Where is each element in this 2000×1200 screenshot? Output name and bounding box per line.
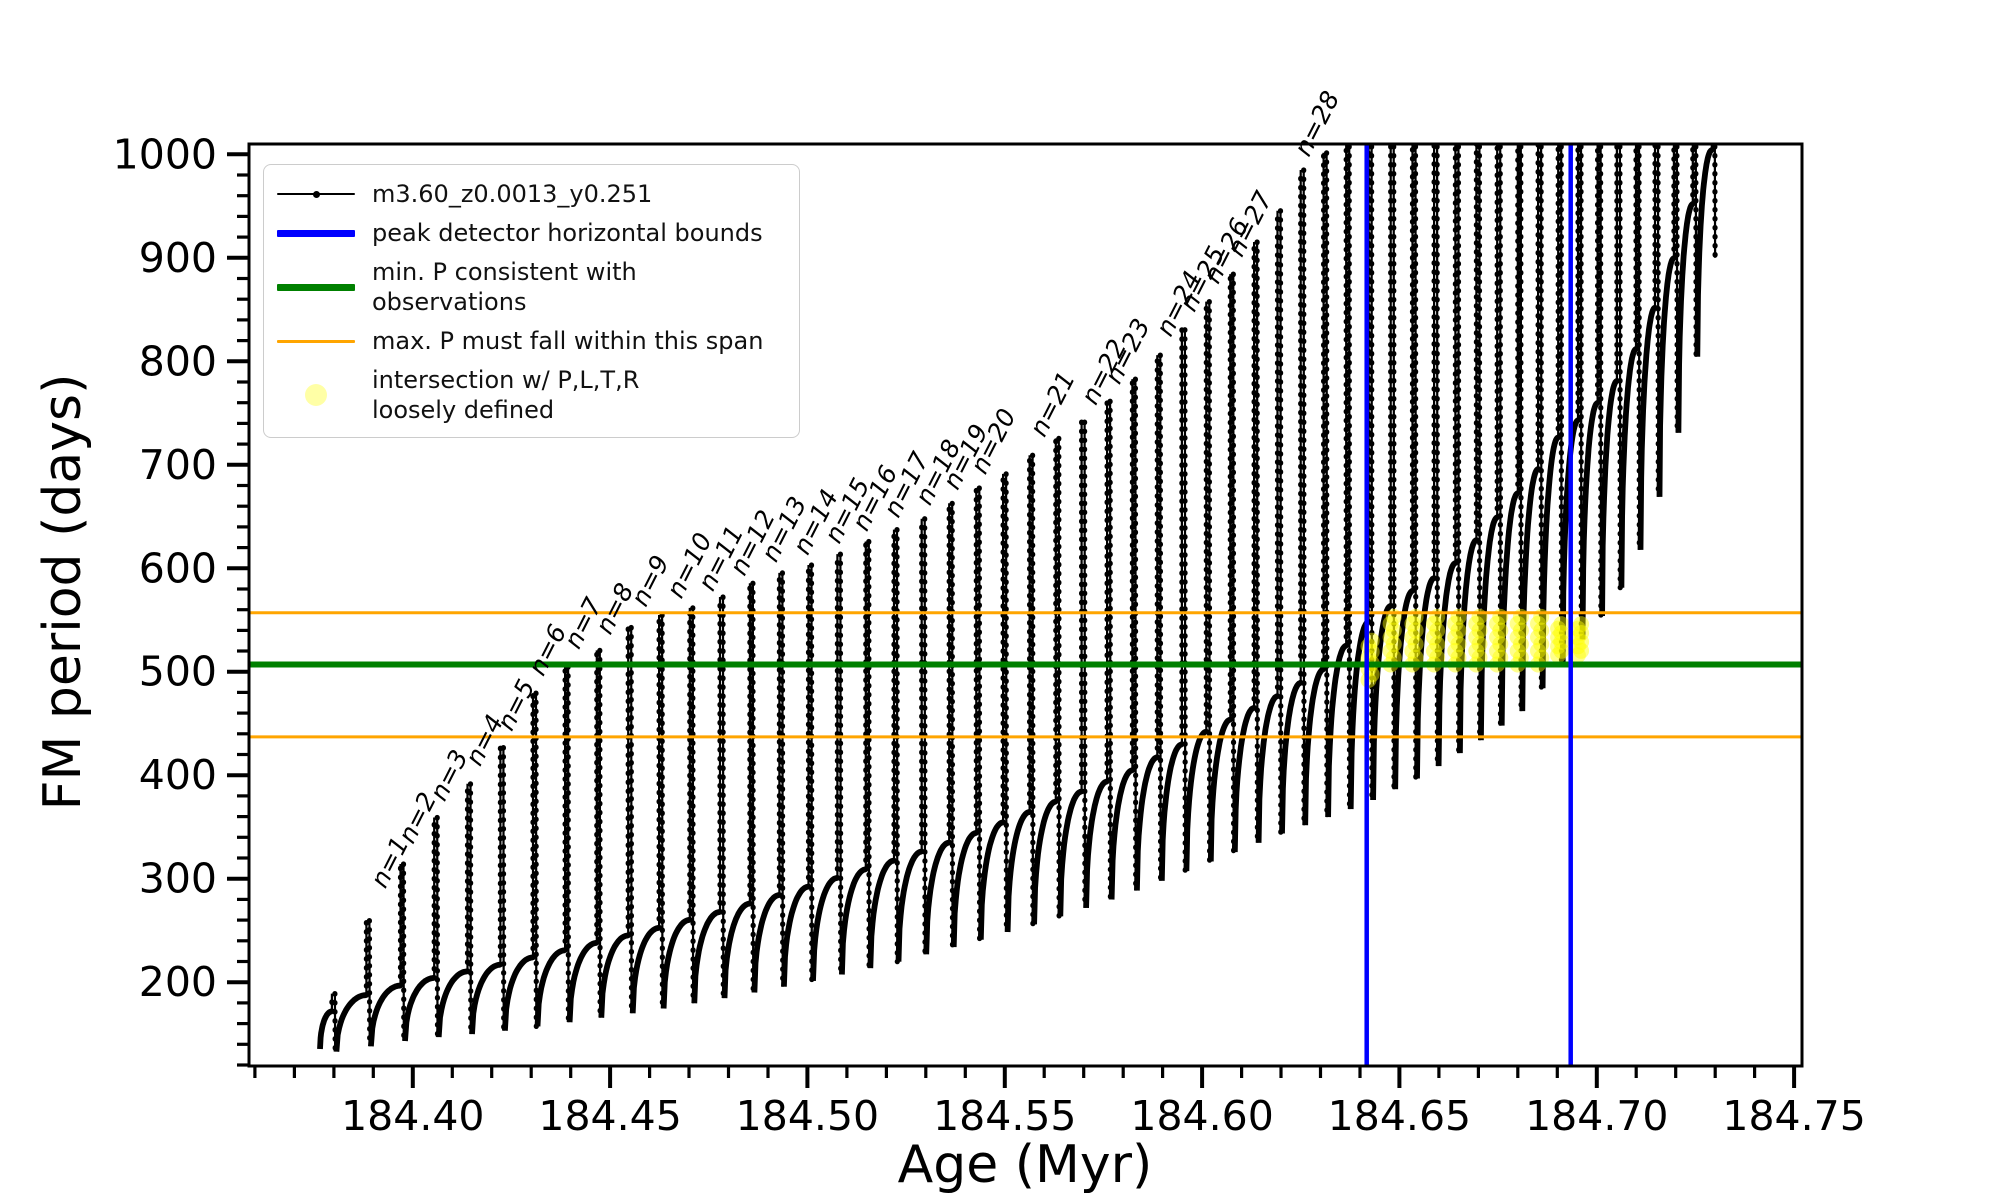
x-tick-label: 184.60 bbox=[1130, 1092, 1273, 1140]
legend: m3.60_z0.0013_y0.251 peak detector horiz… bbox=[263, 164, 800, 438]
legend-label: min. P consistent with observations bbox=[372, 258, 637, 316]
legend-item-series: m3.60_z0.0013_y0.251 bbox=[276, 179, 781, 209]
evolution-track-curve bbox=[317, 144, 1718, 1055]
y-tick-label: 800 bbox=[139, 337, 217, 385]
legend-label: m3.60_z0.0013_y0.251 bbox=[372, 180, 653, 208]
legend-item-max-p: max. P must fall within this span bbox=[276, 326, 781, 356]
axis-ticks bbox=[227, 152, 1797, 1088]
legend-label: intersection w/ P,L,T,R loosely defined bbox=[372, 366, 640, 424]
x-tick-label: 184.55 bbox=[933, 1092, 1076, 1140]
y-tick-label: 900 bbox=[139, 234, 217, 282]
tick-labels: 184.40 184.45 184.50 184.55 184.60 184.65 184.… bbox=[113, 130, 1866, 1140]
y-tick-label: 400 bbox=[139, 751, 217, 799]
x-tick-label: 184.65 bbox=[1328, 1092, 1471, 1140]
legend-item-min-p: min. P consistent with observations bbox=[276, 257, 781, 317]
legend-item-peak-bounds: peak detector horizontal bounds bbox=[276, 218, 781, 248]
series-line-dot-icon bbox=[276, 179, 356, 209]
y-tick-label: 1000 bbox=[113, 130, 217, 178]
yellow-dot-icon bbox=[276, 380, 356, 410]
y-tick-label: 200 bbox=[139, 958, 217, 1006]
green-line-icon bbox=[276, 272, 356, 302]
x-axis-label: Age (Myr) bbox=[898, 1135, 1153, 1195]
plot-border bbox=[247, 142, 1804, 1068]
legend-label: max. P must fall within this span bbox=[372, 327, 764, 355]
blue-line-icon bbox=[276, 218, 356, 248]
x-tick-label: 184.40 bbox=[341, 1092, 484, 1140]
reference-lines bbox=[249, 144, 1802, 1066]
x-tick-label: 184.50 bbox=[736, 1092, 879, 1140]
y-tick-label: 700 bbox=[139, 441, 217, 489]
y-axis-label: FM period (days) bbox=[33, 374, 93, 811]
legend-label: peak detector horizontal bounds bbox=[372, 219, 763, 247]
x-tick-label: 184.75 bbox=[1722, 1092, 1865, 1140]
x-tick-label: 184.45 bbox=[538, 1092, 681, 1140]
x-tick-label: 184.70 bbox=[1525, 1092, 1668, 1140]
y-tick-label: 500 bbox=[139, 648, 217, 696]
orange-line-icon bbox=[276, 326, 356, 356]
legend-item-intersection: intersection w/ P,L,T,R loosely defined bbox=[276, 365, 781, 425]
peak-label: n=28 bbox=[1288, 86, 1345, 160]
y-tick-label: 300 bbox=[139, 855, 217, 903]
peak-label: n=21 bbox=[1024, 367, 1081, 441]
y-tick-label: 600 bbox=[139, 544, 217, 592]
